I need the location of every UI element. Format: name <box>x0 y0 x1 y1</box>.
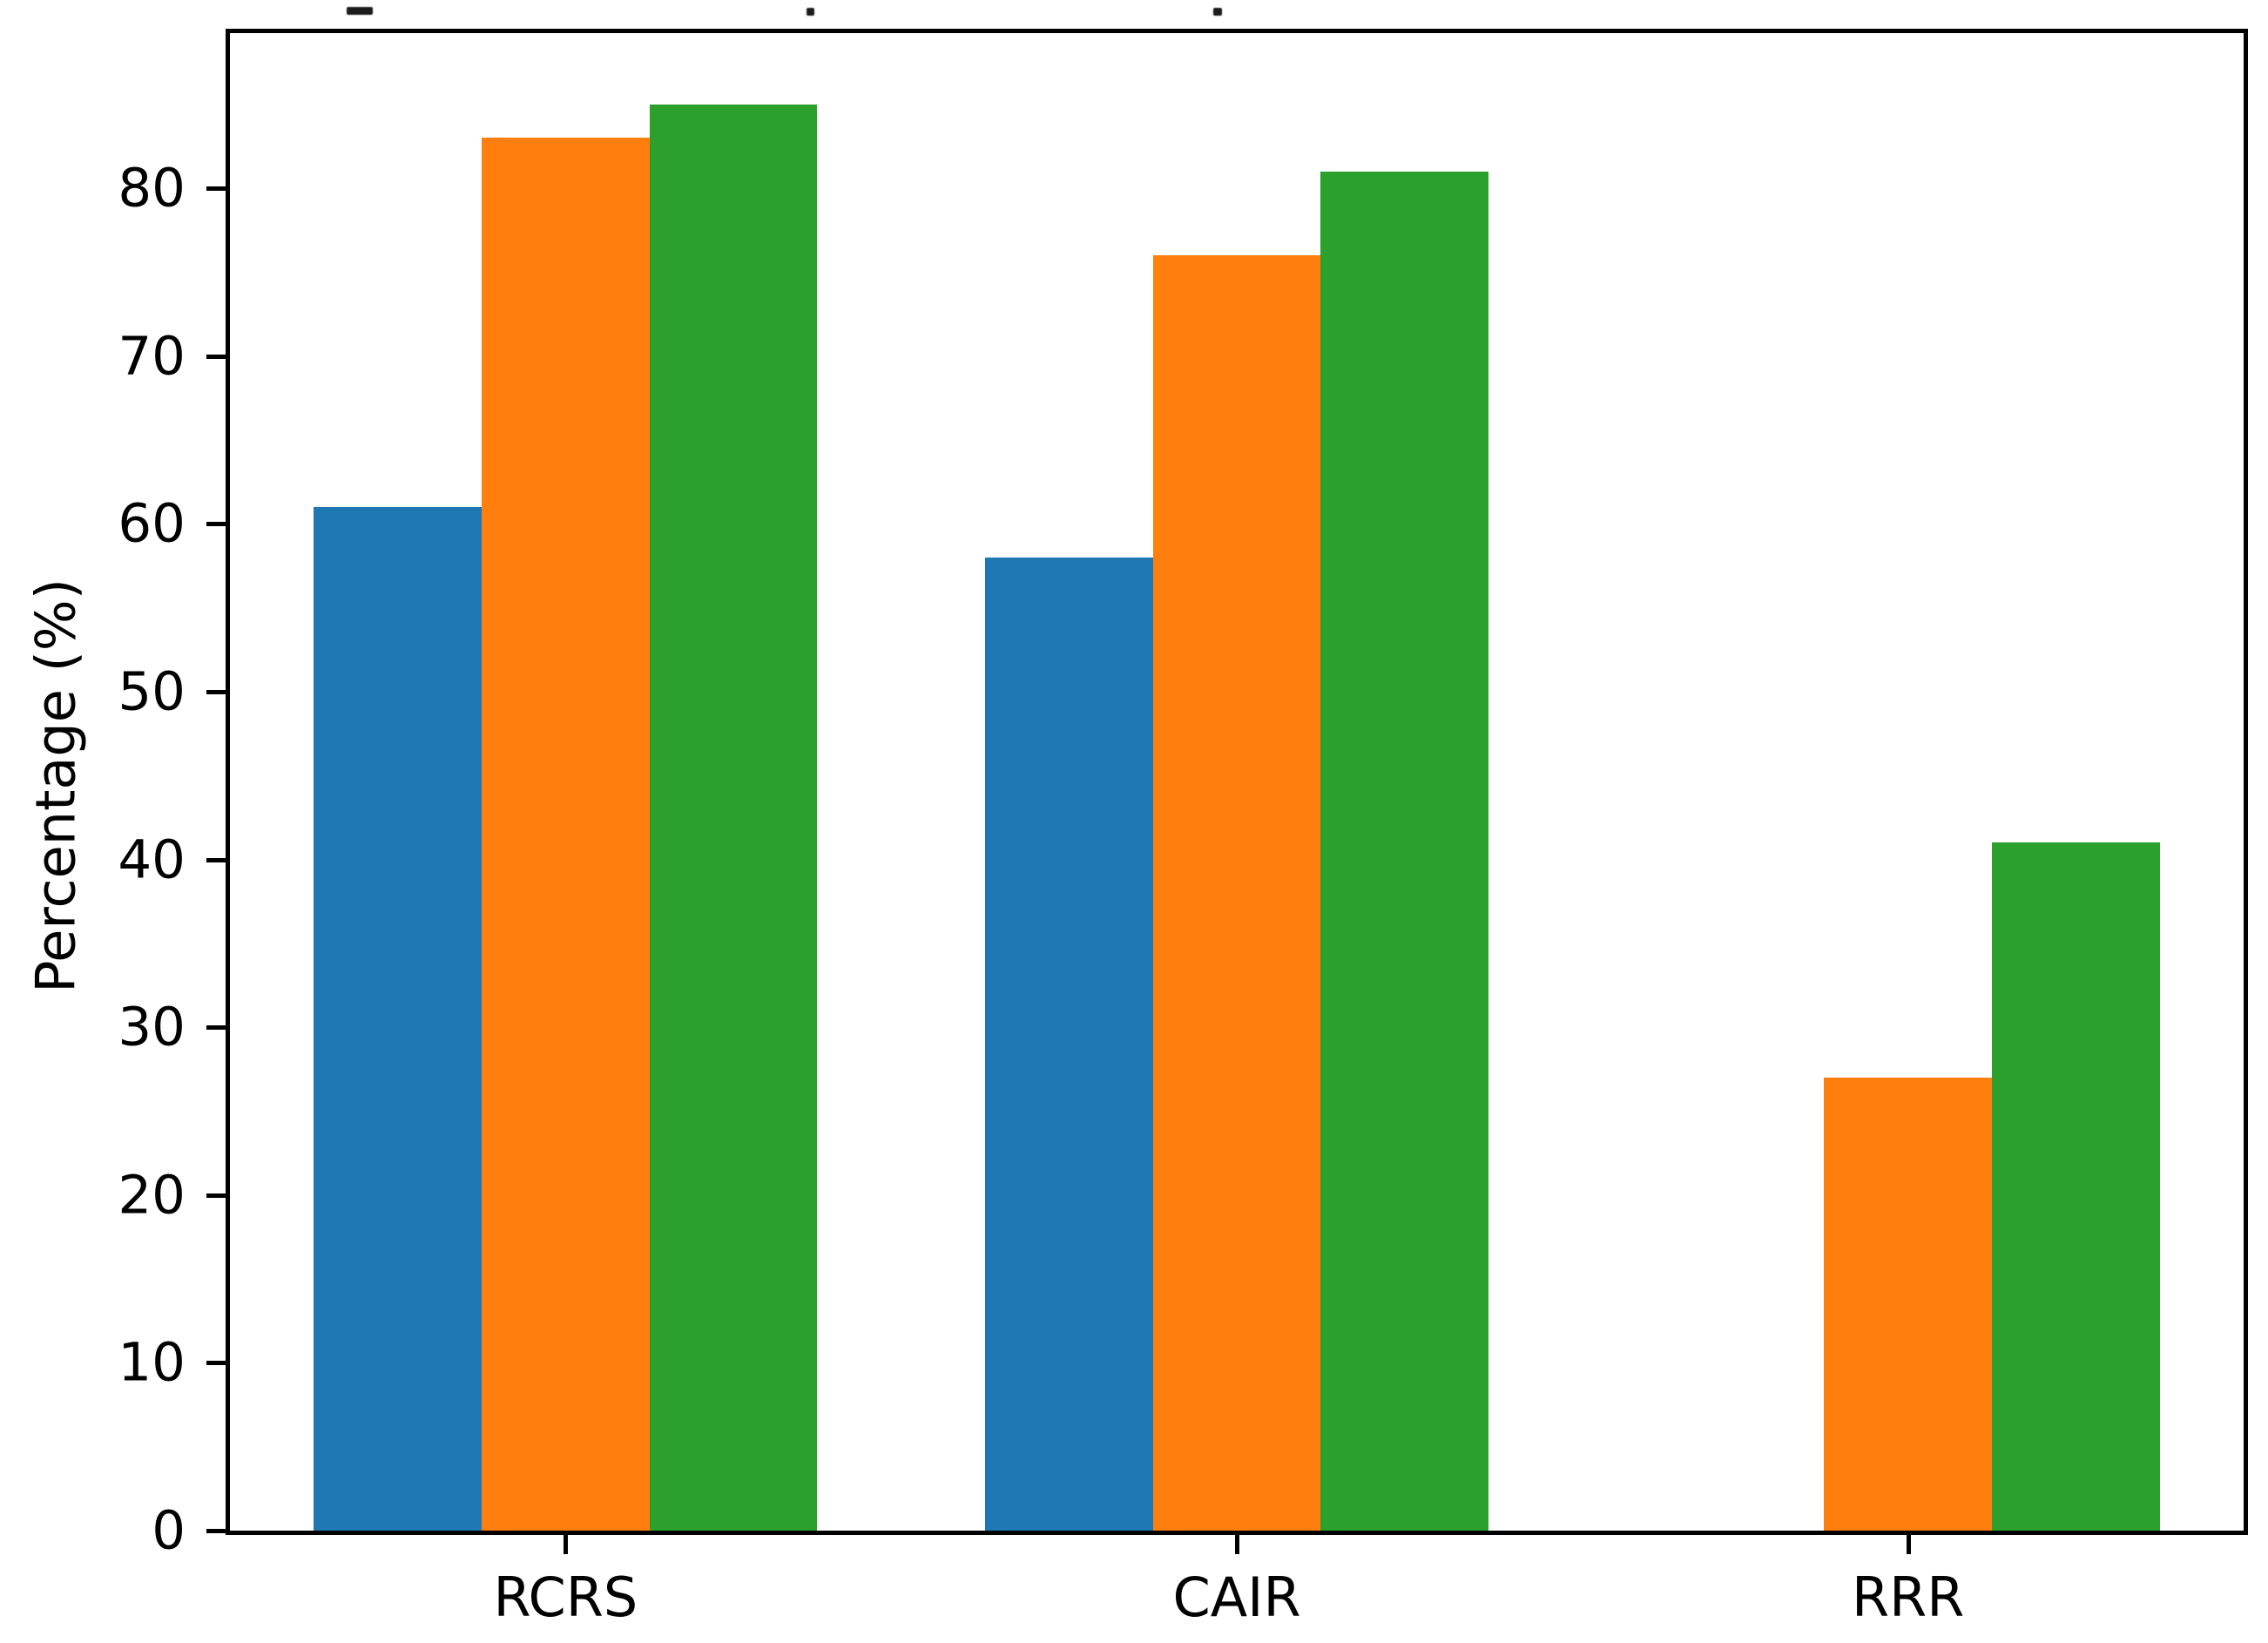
bar-orange-rrr <box>1824 1077 1992 1531</box>
y-tick-label: 80 <box>118 157 186 220</box>
y-tick-label: 30 <box>118 996 186 1058</box>
y-tick <box>206 1361 230 1366</box>
x-tick <box>564 1531 569 1554</box>
x-tick <box>1235 1531 1239 1554</box>
y-tick-label: 10 <box>118 1331 186 1394</box>
bar-blue-rcrs <box>314 507 482 1531</box>
bar-green-rrr <box>1992 842 2160 1531</box>
x-tick <box>1906 1531 1911 1554</box>
y-tick-label: 20 <box>118 1164 186 1227</box>
cropped-title-fragment <box>1213 8 1222 16</box>
y-tick <box>206 689 230 694</box>
y-tick-label: 60 <box>118 492 186 555</box>
x-tick-label-rrr: RRR <box>1852 1565 1965 1629</box>
y-axis-label: Percentage (%) <box>24 578 88 993</box>
plot-area: 0 10 20 30 40 50 60 70 80 RCRS CAIR RRR <box>118 29 2248 1625</box>
cropped-title-fragment <box>347 7 373 15</box>
x-tick-label-rcrs: RCRS <box>493 1565 638 1629</box>
x-tick-label-cair: CAIR <box>1172 1565 1301 1629</box>
cropped-title-fragment <box>807 8 814 16</box>
bar-blue-cair <box>985 557 1153 1531</box>
y-tick-label: 40 <box>118 828 186 891</box>
y-tick <box>206 1025 230 1031</box>
bar-green-rcrs <box>649 104 818 1531</box>
y-tick <box>206 1529 230 1533</box>
y-tick <box>206 1193 230 1198</box>
y-tick <box>206 186 230 192</box>
bar-orange-rcrs <box>482 138 650 1531</box>
y-tick <box>206 857 230 862</box>
y-tick-label: 50 <box>118 660 186 723</box>
y-tick <box>206 522 230 527</box>
bar-orange-cair <box>1152 255 1321 1531</box>
y-tick-label: 70 <box>118 325 186 388</box>
y-tick-label: 0 <box>152 1499 186 1562</box>
y-tick <box>206 354 230 359</box>
bar-green-cair <box>1320 171 1488 1531</box>
